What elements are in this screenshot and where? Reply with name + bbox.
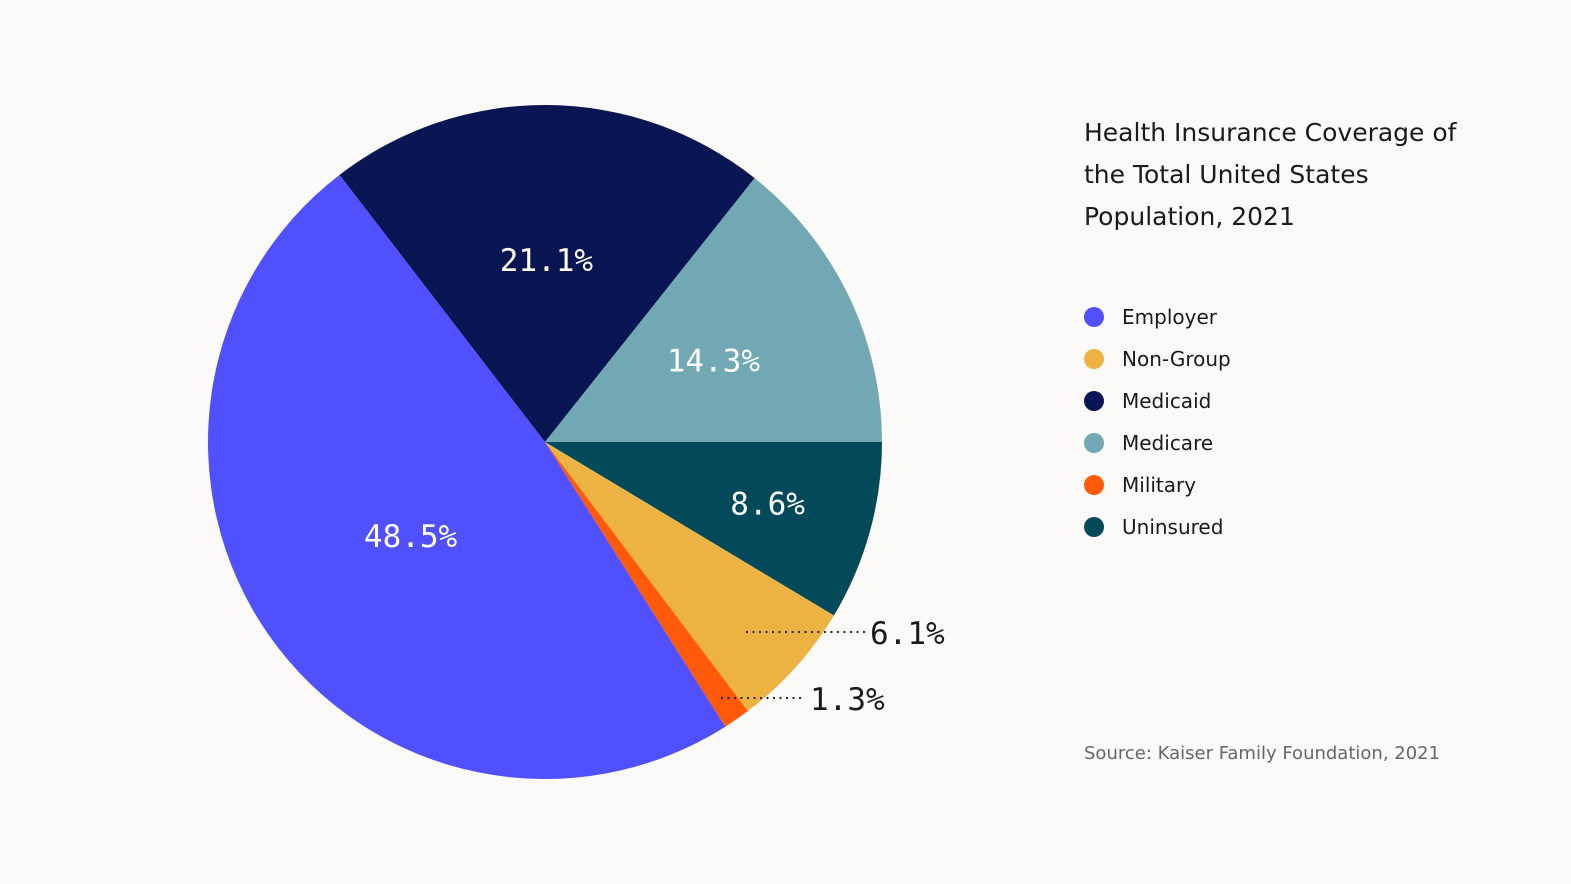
legend-dot-icon: [1084, 307, 1104, 327]
legend-label: Medicaid: [1122, 389, 1212, 413]
slice-label-military: 1.3%: [810, 682, 885, 718]
legend-label: Non-Group: [1122, 347, 1231, 371]
legend-label: Uninsured: [1122, 515, 1224, 539]
legend-item-medicare: Medicare: [1084, 422, 1231, 464]
legend-dot-icon: [1084, 391, 1104, 411]
legend-label: Military: [1122, 473, 1197, 497]
pie-slice-non-group: [545, 442, 834, 712]
legend-item-uninsured: Uninsured: [1084, 506, 1231, 548]
legend-item-employer: Employer: [1084, 296, 1231, 338]
pie-slice-military: [545, 442, 748, 727]
chart-title: Health Insurance Coverage of the Total U…: [1084, 118, 1457, 231]
legend-dot-icon: [1084, 475, 1104, 495]
slice-label-employer: 48.5%: [364, 519, 458, 555]
legend-dot-icon: [1084, 349, 1104, 369]
pie-slice-employer: [207, 174, 726, 780]
pie-slice-uninsured: [545, 442, 882, 616]
legend-dot-icon: [1084, 433, 1104, 453]
legend-item-non-group: Non-Group: [1084, 338, 1231, 380]
legend-item-medicaid: Medicaid: [1084, 380, 1231, 422]
slice-label-medicare: 14.3%: [667, 344, 761, 380]
legend-item-military: Military: [1084, 464, 1231, 506]
legend-dot-icon: [1084, 517, 1104, 537]
pie-slice-medicare: [545, 178, 882, 443]
slice-label-uninsured: 8.6%: [730, 487, 805, 523]
legend-label: Medicare: [1122, 431, 1214, 455]
legend-label: Employer: [1122, 305, 1217, 329]
legend: Employer Non-Group Medicaid Medicare Mil…: [1084, 296, 1231, 548]
source-note: Source: Kaiser Family Foundation, 2021: [1084, 743, 1441, 764]
pie-slice-medicaid: [339, 104, 755, 442]
slice-label-medicaid: 21.1%: [500, 243, 594, 279]
slice-label-non-group: 6.1%: [870, 616, 945, 652]
